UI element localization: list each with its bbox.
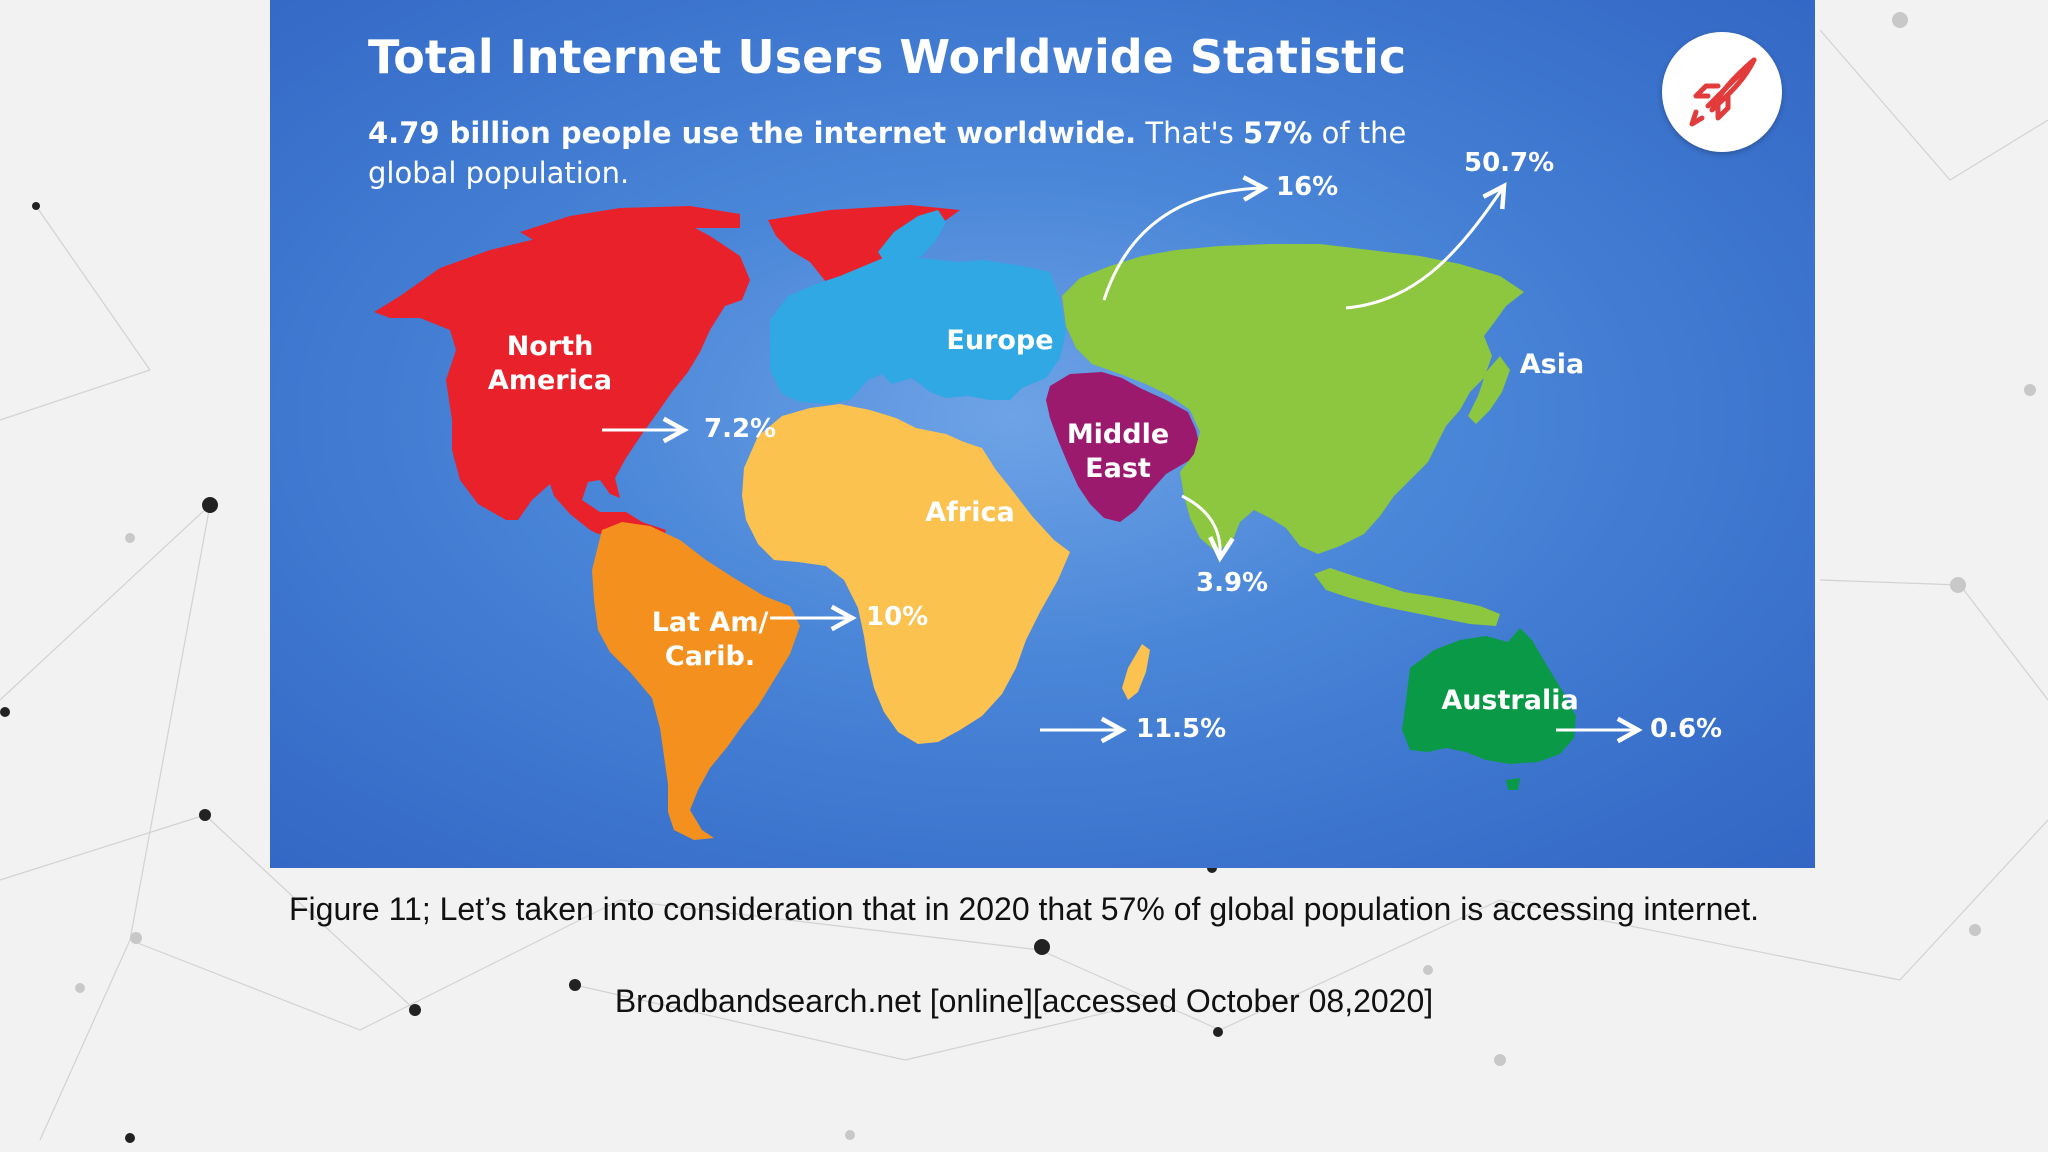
madagascar-shape — [1122, 644, 1150, 700]
world-map — [374, 0, 1815, 840]
africa-shape — [742, 404, 1070, 744]
australia-share: 0.6% — [1650, 714, 1723, 744]
southeast-asia-islands-shape — [1314, 568, 1500, 626]
asia-arrow — [1345, 186, 1504, 310]
middle-east-name-line1: Middle — [1066, 419, 1170, 450]
north-america-share: 7.2% — [704, 414, 777, 444]
europe-name: Europe — [946, 325, 1054, 356]
region-label-middle-east: Middle East — [1048, 418, 1188, 486]
subtitle-percent: 57% — [1242, 116, 1313, 150]
north-america-name-line1: North — [506, 331, 594, 362]
north-america-name-line2: America — [487, 365, 613, 396]
region-label-north-america: North America — [470, 330, 630, 398]
region-label-latin-america: Lat Am/ Carib. — [630, 606, 790, 674]
asia-name: Asia — [1519, 349, 1585, 380]
europe-share: 16% — [1276, 172, 1339, 202]
scandinavia-shape — [878, 210, 946, 264]
middle-east-share: 3.9% — [1196, 568, 1269, 598]
region-label-africa: Africa — [890, 496, 1050, 530]
australia-name: Australia — [1441, 685, 1579, 716]
region-label-asia: Asia — [1492, 348, 1612, 382]
australia-shape — [1402, 628, 1576, 764]
latin-america-name-line2: Carib. — [664, 641, 756, 672]
middle-east-name-line2: East — [1085, 453, 1151, 484]
subtitle-connector: That's — [1136, 116, 1243, 150]
africa-name: Africa — [925, 497, 1015, 528]
figure-caption: Figure 11; Let’s taken into consideratio… — [289, 891, 1759, 927]
middle-east-arrow — [1181, 494, 1220, 558]
europe-shape — [770, 256, 1066, 404]
tasmania-shape — [1506, 778, 1520, 790]
latin-america-name-line1: Lat Am/ — [651, 607, 769, 638]
latin-america-share: 10% — [866, 602, 929, 632]
asia-shape — [1062, 244, 1524, 554]
europe-arrow — [1102, 188, 1264, 301]
region-label-europe: Europe — [920, 324, 1080, 358]
subtitle-end: of the global population. — [368, 116, 1407, 190]
infographic-subtitle: 4.79 billion people use the internet wor… — [368, 113, 1418, 193]
source-citation: Broadbandsearch.net [online][accessed Oc… — [614, 983, 1434, 1019]
infographic-title: Total Internet Users Worldwide Statistic — [368, 30, 1407, 84]
arctic-islands-shape — [520, 206, 740, 244]
africa-share: 11.5% — [1136, 714, 1227, 744]
latin-america-shape — [592, 522, 800, 840]
middle-east-shape — [1046, 372, 1200, 522]
asia-share: 50.7% — [1464, 148, 1555, 178]
rocket-icon — [1689, 57, 1757, 127]
japan-shape — [1468, 356, 1510, 424]
subtitle-highlight: 4.79 billion people use the internet wor… — [368, 116, 1137, 150]
region-label-australia: Australia — [1420, 684, 1600, 718]
north-america-shape — [374, 220, 750, 544]
infographic: Total Internet Users Worldwide Statistic… — [270, 0, 1815, 868]
rocket-logo — [1662, 32, 1782, 152]
